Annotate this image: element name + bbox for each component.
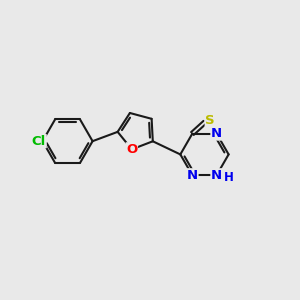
Text: O: O (126, 143, 137, 156)
Text: N: N (211, 169, 222, 182)
Text: S: S (205, 114, 215, 127)
Text: Cl: Cl (32, 135, 46, 148)
Text: N: N (187, 169, 198, 182)
Text: H: H (224, 171, 234, 184)
Text: N: N (211, 127, 222, 140)
